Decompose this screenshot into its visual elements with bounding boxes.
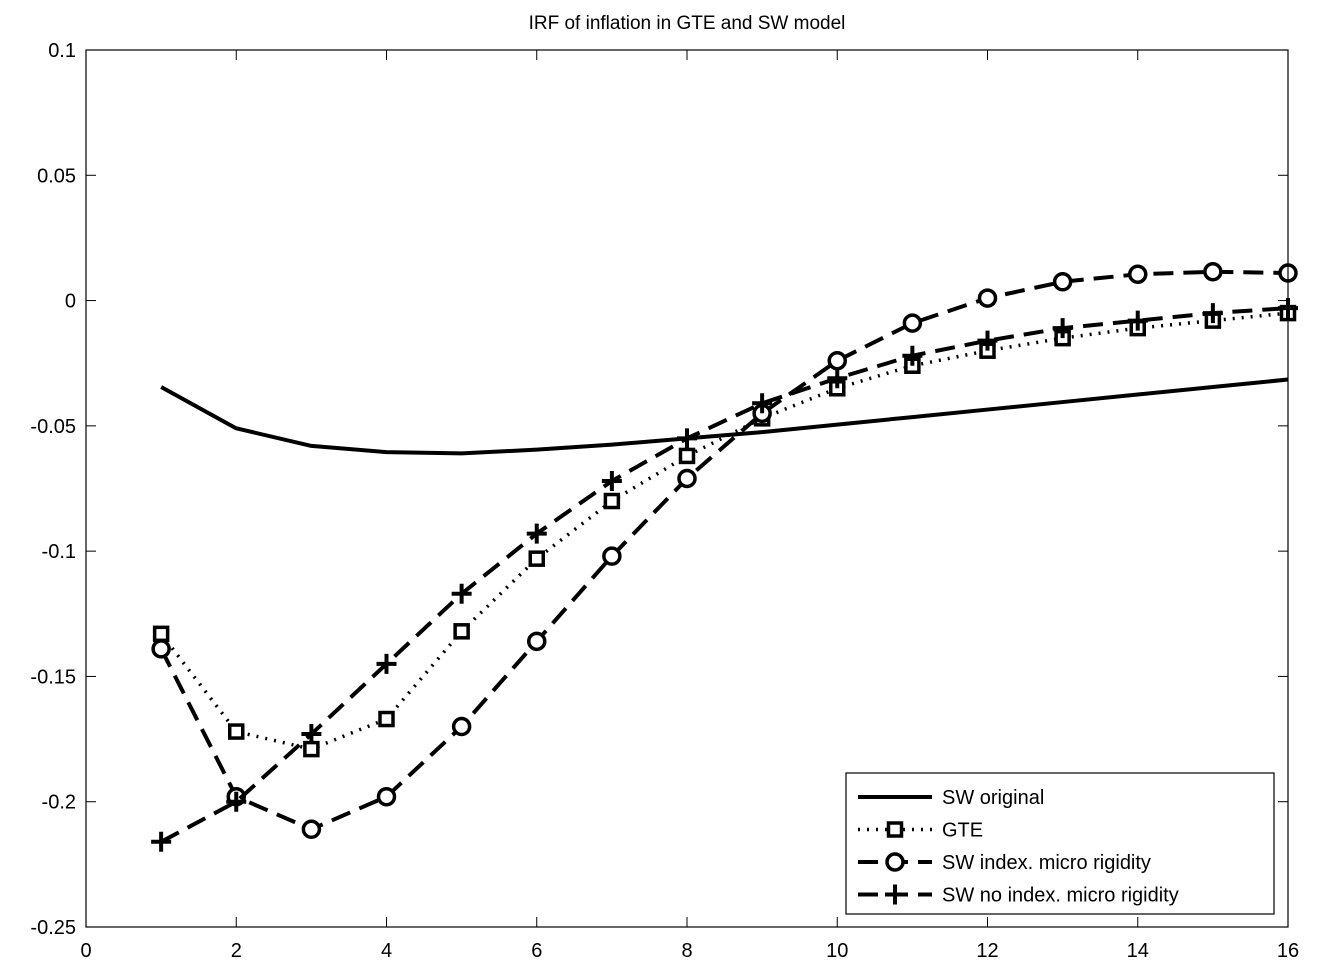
series-line-sw-original xyxy=(160,377,1289,456)
square-marker xyxy=(453,623,470,640)
x-tick-label: 8 xyxy=(681,940,692,962)
plus-marker xyxy=(827,368,848,389)
circle-marker xyxy=(902,313,923,333)
plus-marker xyxy=(677,428,697,449)
y-tick-label: -0.15 xyxy=(30,666,76,688)
circle-marker xyxy=(1203,262,1223,282)
legend-label: SW index. micro rigidity xyxy=(942,852,1151,874)
plot-area xyxy=(151,262,1298,852)
square-marker xyxy=(886,821,904,838)
plus-marker xyxy=(226,791,247,812)
x-tick-label: 6 xyxy=(531,940,542,962)
square-marker xyxy=(528,550,545,567)
axes: 0 2 4 6 8 10 12 14 16 0.1 0.05 0 -0.05 -0.1 -0.15 -0.2 -… xyxy=(30,40,1299,962)
legend-label: GTE xyxy=(942,820,983,842)
y-tick-label: 0.05 xyxy=(37,165,76,187)
series-gte xyxy=(152,304,1297,758)
series-line-sw-index-micro-rigidity xyxy=(159,269,1289,832)
legend-label: SW no index. micro rigidity xyxy=(942,885,1179,907)
plus-marker xyxy=(752,393,773,414)
plus-marker xyxy=(977,330,998,351)
circle-marker xyxy=(1128,264,1148,285)
plus-marker xyxy=(601,470,622,491)
plus-marker xyxy=(301,724,322,745)
chart-title: IRF of inflation in GTE and SW model xyxy=(529,13,846,34)
square-marker xyxy=(228,723,245,740)
legend: SW original GTE SW index. micro rigidity SW… xyxy=(845,772,1275,915)
y-tick-label: -0.25 xyxy=(30,917,76,939)
x-tick-label: 2 xyxy=(231,940,242,962)
y-tick-label: 0 xyxy=(65,291,76,313)
series-line-sw-no-index-micro-rigidity xyxy=(160,306,1289,844)
y-tick-label: -0.05 xyxy=(30,416,76,438)
square-marker xyxy=(603,492,621,510)
plus-marker xyxy=(885,884,905,905)
series-sw-index-micro-rigidity xyxy=(151,262,1298,840)
x-tick-label: 14 xyxy=(1127,940,1149,962)
series-sw-original xyxy=(160,377,1289,456)
plus-marker xyxy=(902,345,923,366)
circle-marker xyxy=(301,819,322,840)
circle-marker xyxy=(827,350,847,371)
y-tick-label: 0.1 xyxy=(48,40,76,62)
plus-marker xyxy=(526,523,547,544)
y-tick-label: -0.1 xyxy=(42,541,76,563)
square-marker xyxy=(303,740,320,758)
circle-marker xyxy=(376,786,397,807)
circle-marker xyxy=(677,468,697,489)
plus-marker xyxy=(1127,310,1148,331)
plus-marker xyxy=(1052,318,1073,339)
legend-label: SW original xyxy=(942,787,1044,809)
circle-marker xyxy=(151,639,171,659)
series-line-gte xyxy=(159,311,1289,751)
x-tick-label: 10 xyxy=(826,940,848,962)
square-marker xyxy=(152,625,170,643)
x-tick-label: 16 xyxy=(1277,940,1299,962)
circle-marker xyxy=(1052,272,1073,292)
square-marker xyxy=(378,710,395,728)
circle-marker xyxy=(885,852,905,872)
y-tick-label: -0.2 xyxy=(42,792,76,814)
x-tick-label: 0 xyxy=(80,940,91,962)
square-marker xyxy=(678,447,696,465)
x-tick-label: 12 xyxy=(976,940,998,962)
plus-marker xyxy=(1202,303,1223,324)
circle-marker xyxy=(602,546,622,566)
plus-marker xyxy=(451,583,472,604)
plus-marker xyxy=(151,831,172,852)
series-sw-no-index-micro-rigidity xyxy=(151,298,1298,852)
circle-marker xyxy=(977,288,998,308)
circle-marker xyxy=(527,631,547,652)
x-tick-label: 4 xyxy=(381,940,392,962)
circle-marker xyxy=(451,716,472,737)
plus-marker xyxy=(376,653,397,674)
